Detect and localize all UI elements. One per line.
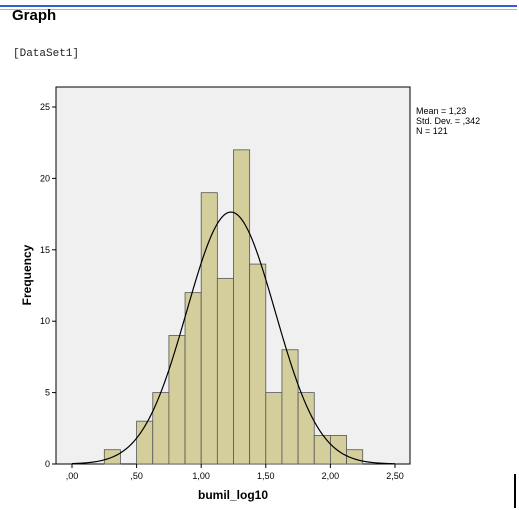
stats-box: Mean = 1,23 Std. Dev. = ,342 N = 121 bbox=[416, 106, 480, 136]
histogram-bar bbox=[329, 435, 347, 465]
histogram-bar bbox=[233, 149, 251, 465]
y-tick-label: 0 bbox=[45, 459, 50, 469]
histogram-bar bbox=[249, 263, 267, 465]
histogram-bar bbox=[265, 392, 283, 465]
stats-std-dev: Std. Dev. = ,342 bbox=[416, 116, 480, 126]
histogram-bar bbox=[281, 349, 299, 465]
y-tick-label: 20 bbox=[40, 173, 50, 183]
dataset-label: [DataSet1] bbox=[13, 48, 80, 60]
y-tick-label: 15 bbox=[40, 245, 50, 255]
normal-curve bbox=[71, 211, 396, 465]
histogram-bar bbox=[184, 292, 202, 465]
x-tick-label: 2,50 bbox=[386, 471, 404, 481]
stats-mean: Mean = 1,23 bbox=[416, 106, 466, 116]
x-tick-label: 1,50 bbox=[257, 471, 275, 481]
page-title: Graph bbox=[12, 7, 57, 24]
histogram-bar bbox=[297, 392, 315, 465]
y-axis-title: Frequency bbox=[20, 244, 34, 305]
histogram-bar bbox=[152, 392, 170, 465]
histogram-bar bbox=[200, 192, 218, 465]
histogram-bar bbox=[216, 277, 234, 465]
x-tick-label: 2,00 bbox=[322, 471, 340, 481]
y-tick-label: 10 bbox=[40, 316, 50, 326]
x-tick-label: ,00 bbox=[66, 471, 79, 481]
histogram-bar bbox=[313, 435, 331, 465]
y-tick-label: 5 bbox=[45, 388, 50, 398]
x-tick-label: ,50 bbox=[130, 471, 143, 481]
x-axis-title: bumil_log10 bbox=[198, 488, 268, 502]
histogram-bar bbox=[168, 335, 186, 465]
header-rule bbox=[0, 5, 517, 7]
text-cursor bbox=[514, 474, 516, 508]
x-tick-label: 1,00 bbox=[192, 471, 210, 481]
stats-n: N = 121 bbox=[416, 126, 448, 136]
header-rule-secondary bbox=[0, 9, 517, 10]
y-tick-label: 25 bbox=[40, 102, 50, 112]
